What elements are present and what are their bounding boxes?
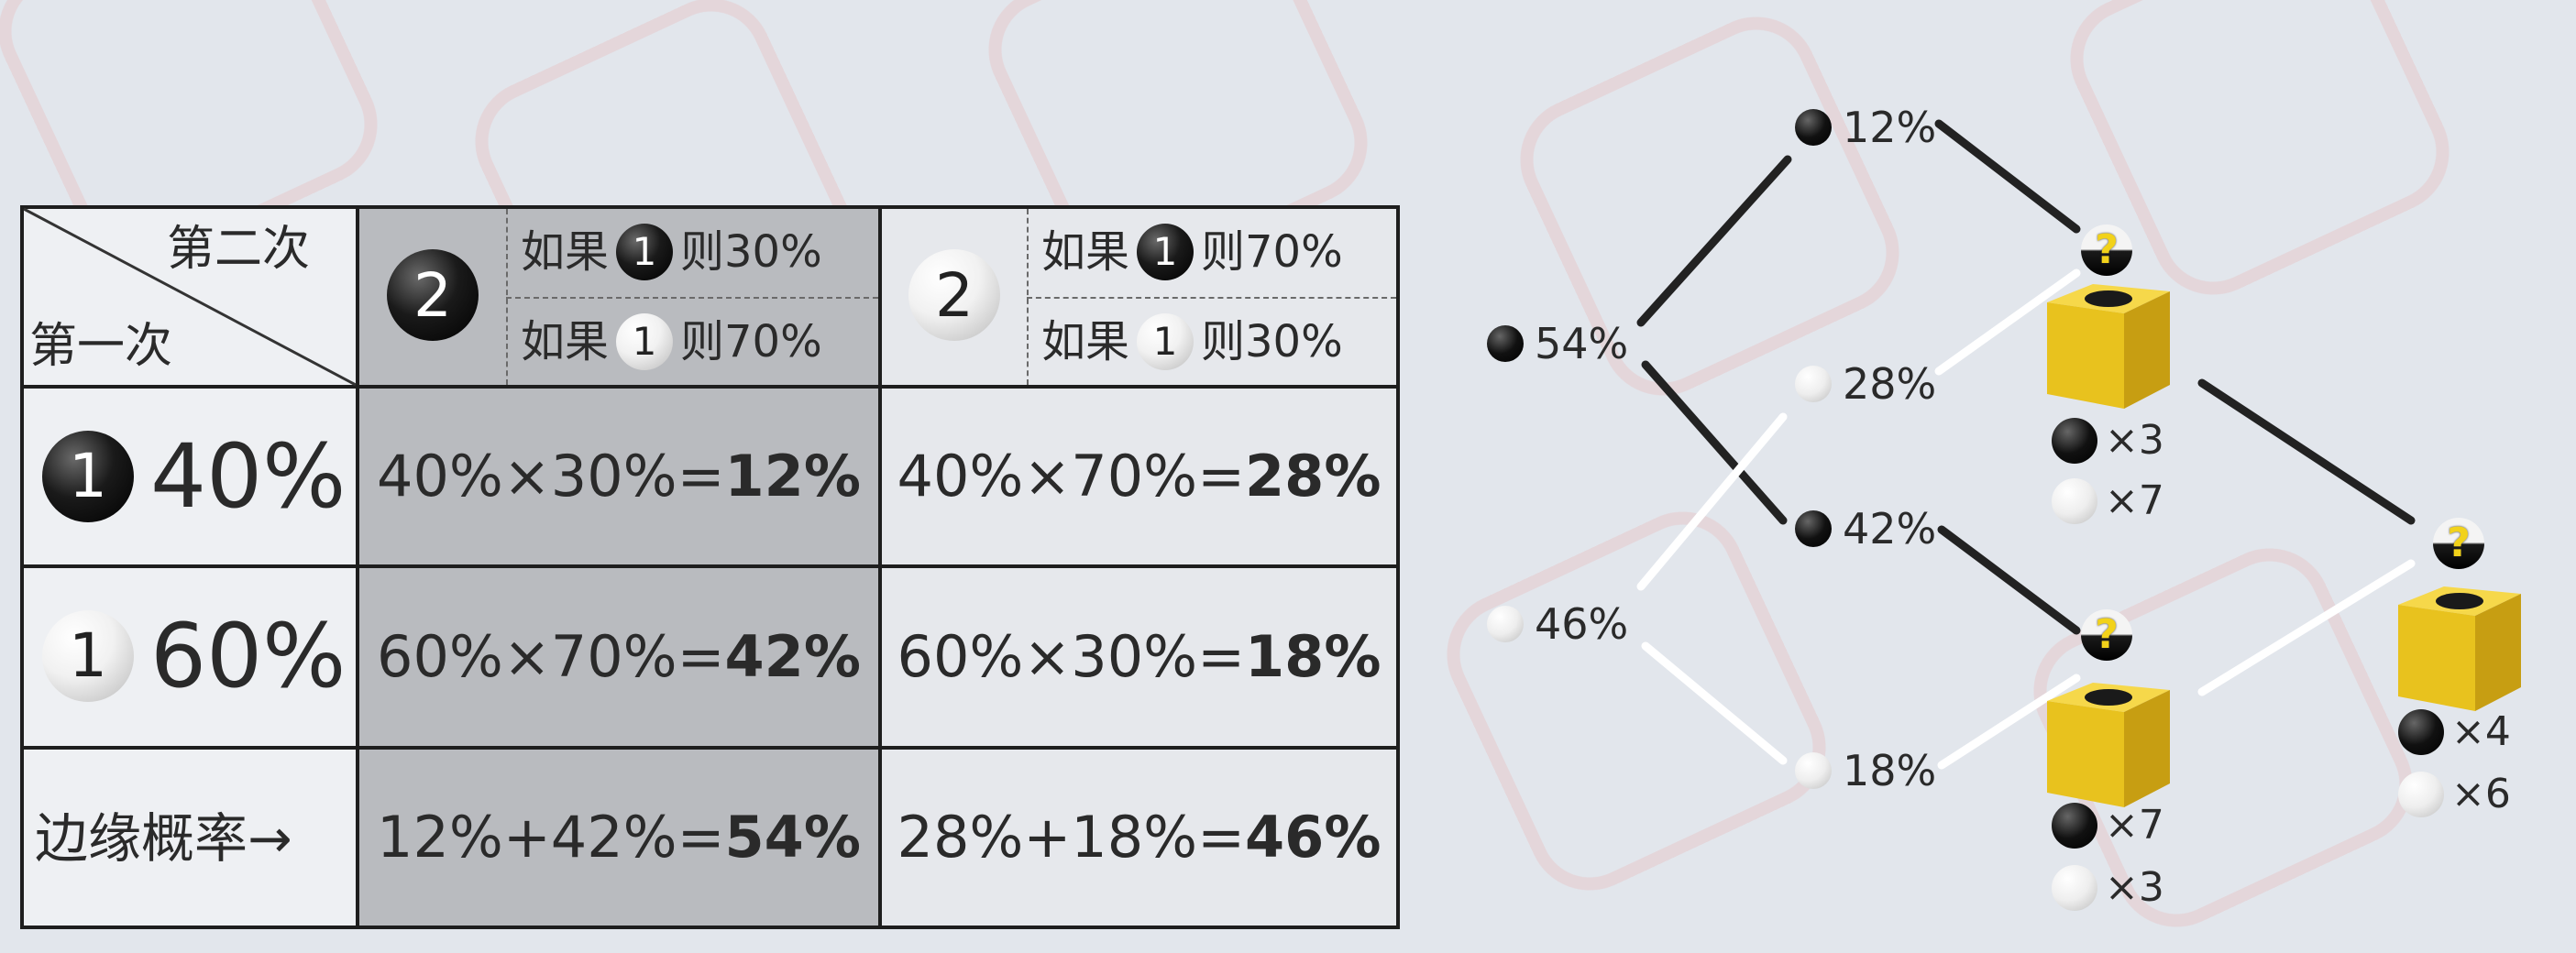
box-right-black-count: ×4	[2398, 709, 2511, 755]
black-ball-icon: 1	[42, 431, 134, 522]
box-right-white-count: ×6	[2398, 772, 2511, 817]
white-dot-icon	[1487, 606, 1524, 642]
black-dot-icon	[2398, 709, 2444, 755]
white-ball-icon: 1	[42, 610, 134, 702]
header-second-draw: 第二次	[167, 222, 311, 277]
cell-white-black: 60%×70%= 42%	[377, 623, 861, 690]
tree-node-wb: 42%	[1795, 508, 1936, 550]
mystery-box-top-icon	[2047, 284, 2170, 409]
question-ball-right-icon: ?	[2433, 518, 2484, 569]
black-dot-icon	[2052, 418, 2097, 464]
col2-cond-bottom: 如果 1 则30%	[1041, 313, 1343, 370]
marginal-black: 12%+42%= 54%	[377, 804, 861, 871]
col2-second-white-ball: 2	[908, 249, 1000, 341]
header-diagonal	[23, 207, 357, 387]
marginal-label: 边缘概率→	[35, 807, 292, 870]
black-ball-icon: 1	[616, 224, 674, 280]
marginal-white: 28%+18%= 46%	[897, 804, 1382, 871]
box-top-black-count: ×3	[2052, 418, 2164, 464]
header-first-draw: 第一次	[29, 319, 173, 374]
black-dot-icon	[1795, 109, 1832, 146]
cell-black-white: 40%×70%= 28%	[897, 443, 1382, 509]
tree-node-first-white: 46%	[1487, 603, 1628, 645]
cell-white-white: 60%×30%= 18%	[897, 623, 1382, 690]
mystery-box-right-icon	[2398, 586, 2521, 711]
probability-table: 第二次 第一次 2 如果 1 则30% 如果 1 则70% 2 如果 1 则70…	[20, 205, 1400, 929]
question-ball-bottom-icon: ?	[2081, 609, 2132, 661]
white-ball-icon: 1	[1137, 313, 1194, 370]
col1-cond-top: 如果 1 则30%	[521, 224, 822, 280]
white-dot-icon	[2052, 478, 2097, 524]
col1-cond-bottom: 如果 1 则70%	[521, 313, 822, 370]
white-dot-icon	[2052, 865, 2097, 911]
tree-node-first-black: 54%	[1487, 323, 1628, 365]
question-ball-top-icon: ?	[2081, 225, 2132, 276]
white-ball-icon: 1	[616, 313, 674, 370]
row-first-black: 1 40%	[42, 431, 346, 522]
cell-black-black: 40%×30%= 12%	[377, 443, 861, 509]
box-top-white-count: ×7	[2052, 478, 2164, 524]
tree-node-ww: 18%	[1795, 750, 1936, 792]
white-dot-icon	[2398, 772, 2444, 817]
black-ball-icon: 1	[1137, 224, 1194, 280]
box-bottom-white-count: ×3	[2052, 865, 2164, 911]
black-dot-icon	[1487, 325, 1524, 362]
black-dot-icon	[1795, 510, 1832, 547]
row-first-white: 1 60%	[42, 610, 346, 702]
box-bottom-black-count: ×7	[2052, 803, 2164, 849]
white-dot-icon	[1795, 752, 1832, 789]
mystery-box-bottom-icon	[2047, 683, 2170, 807]
col1-second-black-ball: 2	[387, 249, 479, 341]
white-dot-icon	[1795, 366, 1832, 402]
black-dot-icon	[2052, 803, 2097, 849]
tree-node-bb: 12%	[1795, 106, 1936, 148]
col2-cond-top: 如果 1 则70%	[1041, 224, 1343, 280]
tree-node-bw: 28%	[1795, 363, 1936, 405]
